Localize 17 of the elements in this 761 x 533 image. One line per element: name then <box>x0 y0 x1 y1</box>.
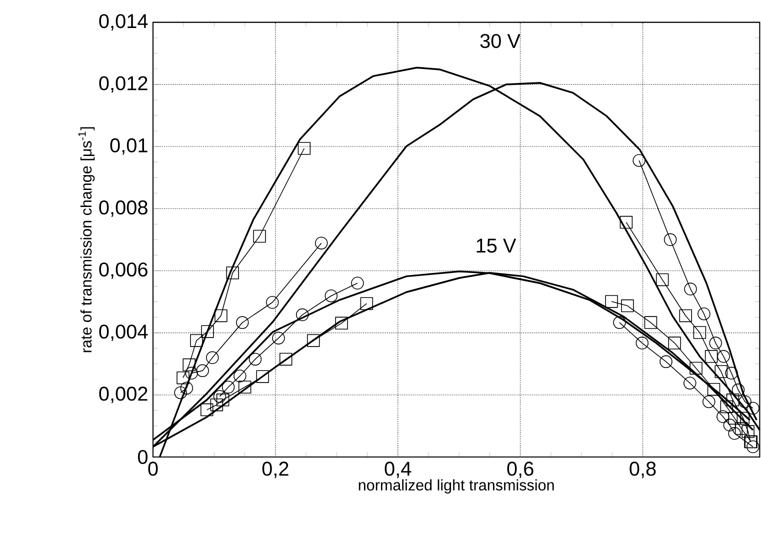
x-tick-label: 0,8 <box>630 462 656 478</box>
y-axis-title: rate of transmission change [μs$^{-1}$] <box>78 127 95 352</box>
x-axis-title: normalized light transmission <box>358 479 554 494</box>
y-tick-label: 0,014 <box>99 14 148 31</box>
x-tick-label: 0,6 <box>507 462 534 478</box>
y-tick-label: 0,01 <box>110 138 148 155</box>
x-tick-label: 0,2 <box>262 462 288 478</box>
y-tick-label: 0,004 <box>99 324 148 342</box>
annotation: 30 V <box>480 34 520 48</box>
y-tick-label: 0,008 <box>99 200 148 217</box>
y-tick-label: 0 <box>138 450 148 464</box>
y-tick-label: 0,012 <box>99 76 148 93</box>
y-tick-label: 0,006 <box>99 262 148 279</box>
x-tick-label: 0,4 <box>384 462 412 478</box>
annotation: 15 V <box>476 238 516 253</box>
x-tick-label: 0 <box>148 462 158 476</box>
y-tick-label: 0,002 <box>99 386 148 404</box>
